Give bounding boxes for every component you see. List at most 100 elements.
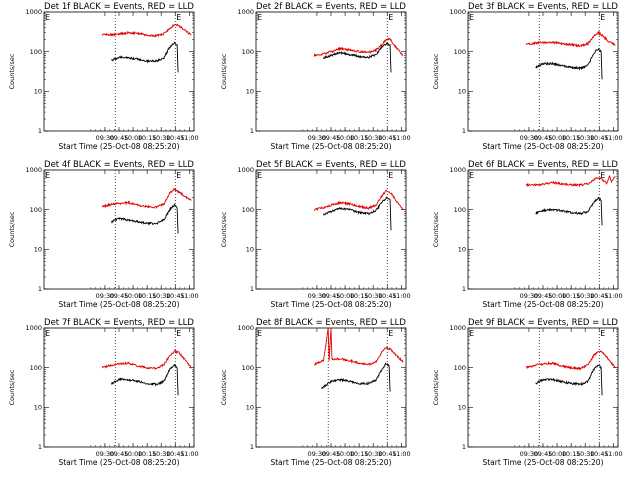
x-tick-label: 11:00 bbox=[180, 450, 199, 458]
panel-title: Det 1f BLACK = Events, RED = LLD bbox=[44, 2, 194, 12]
events-series-line bbox=[535, 196, 603, 226]
x-tick-label: 10:00 bbox=[548, 134, 567, 142]
x-tick-label: 10:00 bbox=[336, 450, 355, 458]
panel-2: Det 2f BLACK = Events, RED = LLD 1 10 100 10… bbox=[220, 2, 411, 151]
y-tick-label: 10 bbox=[246, 88, 254, 96]
panel-title: Det 8f BLACK = Events, RED = LLD bbox=[256, 318, 406, 328]
panel-title: Det 9f BLACK = Events, RED = LLD bbox=[468, 318, 618, 328]
x-tick-label: 10:30 bbox=[152, 292, 171, 300]
y-tick-label: 1000 bbox=[449, 8, 466, 16]
x-tick-label: 10:45 bbox=[166, 450, 185, 458]
y-tick-label: 1 bbox=[38, 285, 42, 293]
x-tick-label: 10:45 bbox=[378, 450, 397, 458]
panel-title: Det 5f BLACK = Events, RED = LLD bbox=[256, 160, 406, 170]
x-tick-label: 11:00 bbox=[180, 134, 199, 142]
y-tick-label: 1000 bbox=[449, 166, 466, 174]
x-tick-label: 09:30 bbox=[308, 134, 327, 142]
y-tick-label: 10 bbox=[458, 88, 466, 96]
x-tick-label: 10:30 bbox=[152, 134, 171, 142]
x-tick-label: 11:00 bbox=[604, 450, 623, 458]
x-tick-label: 10:15 bbox=[138, 292, 157, 300]
panel-title: Det 2f BLACK = Events, RED = LLD bbox=[256, 2, 406, 12]
time-marker-label: E bbox=[388, 329, 393, 338]
x-tick-label: 10:15 bbox=[562, 450, 581, 458]
y-axis-label: Counts/sec bbox=[220, 369, 228, 405]
y-tick-label: 1 bbox=[250, 443, 254, 451]
y-tick-label: 10 bbox=[246, 246, 254, 254]
corner-marker-label: E bbox=[257, 171, 262, 180]
x-tick-label: 10:30 bbox=[576, 450, 595, 458]
x-tick-label: 09:45 bbox=[534, 292, 553, 300]
x-tick-label: 11:00 bbox=[180, 292, 199, 300]
time-marker-label: E bbox=[600, 171, 605, 180]
x-tick-label: 10:45 bbox=[590, 450, 609, 458]
x-tick-label: 09:30 bbox=[96, 292, 115, 300]
events-series-line bbox=[111, 41, 179, 73]
events-series-line bbox=[323, 196, 392, 231]
lld-series-line bbox=[101, 349, 192, 371]
x-tick-label: 10:15 bbox=[562, 292, 581, 300]
panel-3: Det 3f BLACK = Events, RED = LLD 1 10 100 10… bbox=[432, 2, 623, 151]
y-tick-label: 100 bbox=[242, 364, 254, 372]
panel-9: Det 9f BLACK = Events, RED = LLD 1 10 100 10… bbox=[432, 318, 623, 467]
y-tick-label: 1000 bbox=[449, 324, 466, 332]
corner-marker-label: E bbox=[257, 329, 262, 338]
x-axis-label: Start Time (25-Oct-08 08:25:20) bbox=[58, 142, 179, 151]
events-series-line bbox=[321, 362, 391, 392]
y-tick-label: 10 bbox=[458, 246, 466, 254]
x-tick-label: 09:45 bbox=[110, 292, 129, 300]
corner-marker-label: E bbox=[45, 13, 50, 22]
x-tick-label: 10:45 bbox=[378, 134, 397, 142]
x-tick-label: 10:00 bbox=[336, 134, 355, 142]
y-tick-label: 1000 bbox=[25, 8, 42, 16]
x-tick-label: 11:00 bbox=[392, 134, 411, 142]
time-marker-label: E bbox=[388, 13, 393, 22]
y-axis-label: Counts/sec bbox=[8, 53, 16, 89]
x-tick-label: 10:45 bbox=[590, 134, 609, 142]
y-tick-label: 1000 bbox=[25, 324, 42, 332]
lld-series-line bbox=[525, 175, 616, 188]
x-tick-label: 10:30 bbox=[576, 292, 595, 300]
y-tick-label: 10 bbox=[34, 404, 42, 412]
events-series-line bbox=[111, 363, 179, 396]
x-tick-label: 10:15 bbox=[138, 134, 157, 142]
y-tick-label: 100 bbox=[242, 48, 254, 56]
x-tick-label: 09:30 bbox=[520, 450, 539, 458]
x-axis-label: Start Time (25-Oct-08 08:25:20) bbox=[270, 458, 391, 467]
x-tick-label: 10:00 bbox=[548, 292, 567, 300]
time-marker-label: E bbox=[176, 13, 181, 22]
x-tick-label: 09:45 bbox=[322, 450, 341, 458]
x-tick-label: 09:30 bbox=[520, 292, 539, 300]
y-tick-label: 100 bbox=[242, 206, 254, 214]
panel-1: Det 1f BLACK = Events, RED = LLD 1 10 100 10… bbox=[8, 2, 199, 151]
x-tick-label: 11:00 bbox=[604, 134, 623, 142]
y-tick-label: 10 bbox=[34, 246, 42, 254]
x-tick-label: 10:00 bbox=[124, 134, 143, 142]
y-tick-label: 1000 bbox=[237, 324, 254, 332]
y-tick-label: 1 bbox=[38, 443, 42, 451]
x-axis-label: Start Time (25-Oct-08 08:25:20) bbox=[270, 300, 391, 309]
x-axis-label: Start Time (25-Oct-08 08:25:20) bbox=[270, 142, 391, 151]
corner-marker-label: E bbox=[469, 13, 474, 22]
x-tick-label: 09:30 bbox=[308, 450, 327, 458]
y-tick-label: 100 bbox=[454, 48, 466, 56]
time-marker-label: E bbox=[600, 13, 605, 22]
y-tick-label: 10 bbox=[458, 404, 466, 412]
y-tick-label: 10 bbox=[246, 404, 254, 412]
x-tick-label: 10:30 bbox=[364, 134, 383, 142]
time-marker-label: E bbox=[600, 329, 605, 338]
corner-marker-label: E bbox=[469, 171, 474, 180]
x-tick-label: 10:45 bbox=[166, 134, 185, 142]
x-axis-label: Start Time (25-Oct-08 08:25:20) bbox=[482, 142, 603, 151]
x-tick-label: 10:30 bbox=[364, 292, 383, 300]
lld-series-line bbox=[313, 37, 404, 58]
x-tick-label: 11:00 bbox=[392, 292, 411, 300]
panel-7: Det 7f BLACK = Events, RED = LLD 1 10 100 10… bbox=[8, 318, 199, 467]
time-marker-label: E bbox=[176, 171, 181, 180]
x-tick-label: 10:15 bbox=[350, 292, 369, 300]
y-tick-label: 1 bbox=[250, 127, 254, 135]
x-tick-label: 09:30 bbox=[96, 450, 115, 458]
lld-series-line bbox=[525, 350, 616, 371]
panel-title: Det 4f BLACK = Events, RED = LLD bbox=[44, 160, 194, 170]
